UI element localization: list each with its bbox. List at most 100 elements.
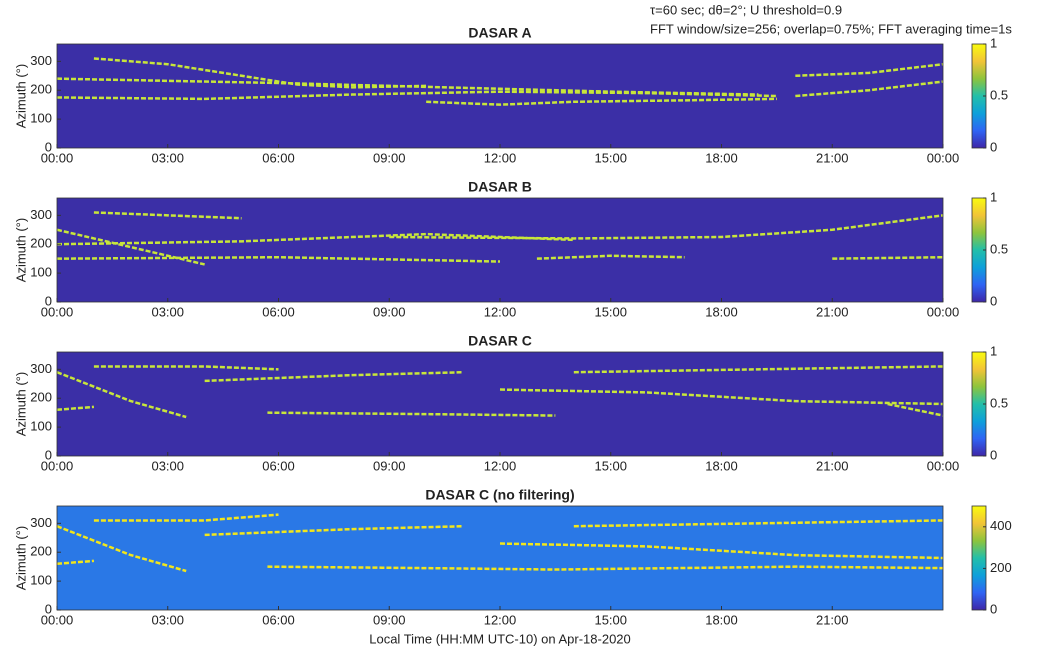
annotation: FFT window/size=256; overlap=0.75%; FFT … — [650, 21, 1012, 36]
y-tick-label: 300 — [30, 515, 52, 530]
track — [93, 513, 279, 522]
x-tick-label: 00:00 — [41, 304, 74, 319]
track — [267, 411, 556, 417]
x-tick-label: 00:00 — [41, 458, 74, 473]
x-tick-label: 12:00 — [484, 612, 517, 627]
colorbar-tick-label: 1 — [990, 343, 997, 358]
x-tick-label: 00:00 — [41, 150, 74, 165]
annotation: τ=60 sec; dθ=2°; U threshold=0.9 — [650, 2, 842, 17]
y-tick-label: 300 — [30, 53, 52, 68]
x-tick-label: 21:00 — [816, 150, 849, 165]
track — [56, 525, 187, 573]
track — [267, 565, 944, 571]
x-tick-label: 09:00 — [373, 150, 406, 165]
y-tick-label: 200 — [30, 544, 52, 559]
colorbar-tick-label: 1 — [990, 189, 997, 204]
y-tick-label: 300 — [30, 207, 52, 222]
chart-title: DASAR C — [468, 333, 532, 349]
y-tick-label: 0 — [45, 601, 52, 616]
colorbar-tick-label: 0.5 — [990, 395, 1008, 410]
y-tick-label: 0 — [45, 293, 52, 308]
track — [573, 519, 944, 528]
y-tick-label: 100 — [30, 419, 52, 434]
track — [93, 211, 242, 220]
track — [499, 388, 944, 406]
x-tick-label: 18:00 — [705, 150, 738, 165]
x-tick-label: 18:00 — [705, 458, 738, 473]
track — [832, 255, 944, 260]
track — [56, 559, 95, 566]
x-tick-label: 12:00 — [484, 150, 517, 165]
track — [795, 62, 944, 78]
colorbar-tick-label: 0 — [990, 293, 997, 308]
x-tick-label: 09:00 — [373, 304, 406, 319]
x-tick-label: 06:00 — [262, 150, 295, 165]
y-tick-label: 100 — [30, 111, 52, 126]
x-tick-label: 12:00 — [484, 458, 517, 473]
track — [499, 542, 944, 560]
track — [56, 405, 95, 412]
x-tick-label: 21:00 — [816, 458, 849, 473]
track — [93, 57, 427, 89]
x-tick-label: 06:00 — [262, 304, 295, 319]
x-tick-label: 09:00 — [373, 458, 406, 473]
x-tick-label: 21:00 — [816, 612, 849, 627]
y-axis-label: Azimuth (°) — [13, 218, 28, 282]
x-tick-label: 21:00 — [816, 304, 849, 319]
x-tick-label: 00:00 — [927, 150, 960, 165]
x-tick-label: 15:00 — [594, 458, 627, 473]
y-tick-label: 0 — [45, 139, 52, 154]
x-tick-label: 18:00 — [705, 304, 738, 319]
track — [56, 77, 759, 96]
x-tick-label: 00:00 — [927, 458, 960, 473]
x-tick-label: 00:00 — [41, 612, 74, 627]
x-tick-label: 15:00 — [594, 612, 627, 627]
y-tick-label: 300 — [30, 361, 52, 376]
x-tick-label: 15:00 — [594, 304, 627, 319]
x-tick-label: 06:00 — [262, 612, 295, 627]
x-tick-label: 15:00 — [594, 150, 627, 165]
y-tick-label: 100 — [30, 573, 52, 588]
x-tick-label: 03:00 — [151, 150, 184, 165]
colorbar — [971, 505, 987, 611]
colorbar-tick-label: 0 — [990, 447, 997, 462]
track — [426, 97, 777, 106]
y-tick-label: 100 — [30, 265, 52, 280]
track — [56, 232, 574, 246]
y-axis-label: Azimuth (°) — [13, 64, 28, 128]
y-tick-label: 200 — [30, 82, 52, 97]
y-tick-label: 200 — [30, 236, 52, 251]
x-tick-label: 06:00 — [262, 458, 295, 473]
y-tick-label: 200 — [30, 390, 52, 405]
track — [536, 254, 685, 260]
y-axis-label: Azimuth (°) — [13, 526, 28, 590]
track — [56, 255, 501, 263]
x-tick-label: 03:00 — [151, 458, 184, 473]
x-tick-label: 03:00 — [151, 304, 184, 319]
chart-title: DASAR A — [468, 25, 531, 41]
x-tick-label: 03:00 — [151, 612, 184, 627]
colorbar-tick-label: 0 — [990, 601, 997, 616]
chart-title: DASAR C (no filtering) — [425, 487, 574, 503]
track — [573, 365, 944, 374]
track — [204, 370, 464, 383]
track — [795, 80, 944, 98]
x-tick-label: 12:00 — [484, 304, 517, 319]
y-tick-label: 0 — [45, 447, 52, 462]
x-tick-label: 18:00 — [705, 612, 738, 627]
x-tick-label: 09:00 — [373, 612, 406, 627]
y-axis-label: Azimuth (°) — [13, 372, 28, 436]
track — [389, 214, 944, 240]
colorbar-tick-label: 1 — [990, 35, 997, 50]
plot-background — [57, 198, 943, 302]
track — [204, 524, 464, 537]
colorbar-tick-label: 0 — [990, 139, 997, 154]
track — [93, 365, 279, 371]
chart-title: DASAR B — [468, 179, 532, 195]
track — [56, 371, 187, 419]
x-axis-label: Local Time (HH:MM UTC-10) on Apr-18-2020 — [369, 631, 631, 646]
colorbar-tick-label: 400 — [990, 518, 1012, 533]
colorbar-tick-label: 0.5 — [990, 87, 1008, 102]
x-tick-label: 00:00 — [927, 304, 960, 319]
